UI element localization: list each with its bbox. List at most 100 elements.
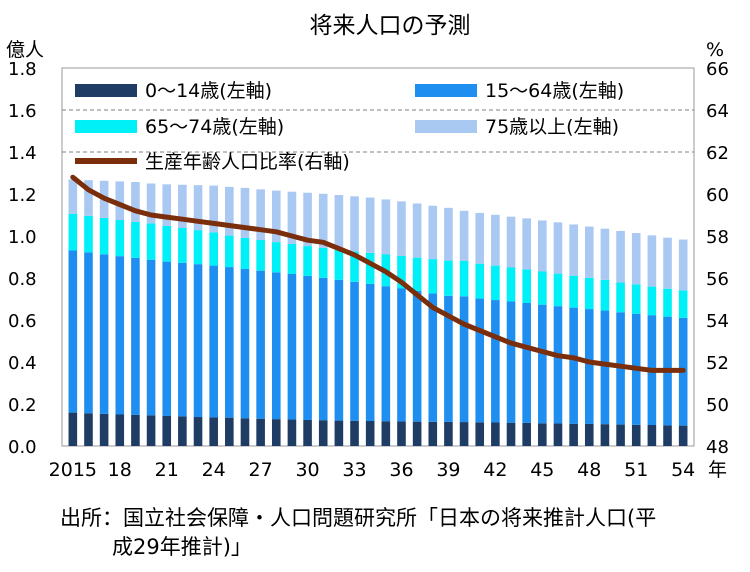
bar-segment-s0-2022: [178, 416, 187, 446]
legend-label: 0～14歳(左軸): [145, 80, 272, 102]
bar-segment-s2-2028: [271, 242, 281, 273]
bar-segment-s1-2036: [397, 288, 406, 422]
bar-segment-s3-2018: [115, 181, 125, 221]
bar-segment-s3-2038: [428, 205, 438, 260]
plot-area: [61, 67, 695, 447]
bar-segment-s3-2046: [553, 222, 563, 274]
x-tick-label: 42: [483, 459, 507, 481]
bar-segment-s0-2017: [99, 413, 109, 446]
bar-segment-s3-2043: [506, 216, 516, 268]
bar-segment-s0-2026: [240, 418, 250, 446]
bar-segment-s0-2053: [663, 425, 672, 446]
bar-segment-s0-2048: [584, 423, 594, 446]
bar-segment-s2-2027: [256, 239, 265, 271]
bar-segment-s1-2044: [522, 302, 531, 423]
bar-segment-s3-2021: [162, 184, 172, 226]
bar-segment-s2-2043: [506, 267, 516, 302]
chart: 将来人口の予測 億人 % 0.0 0.2 0.4 0.6 0.8 1.0 1.2 1.4 1.6…: [6, 13, 729, 481]
bar-segment-s1-2033: [350, 281, 359, 421]
bar-segment-s3-2025: [225, 186, 234, 236]
right-tick-label: 62: [706, 143, 729, 164]
bar-segment-s0-2049: [600, 424, 610, 446]
bar-segment-s0-2036: [397, 421, 406, 446]
right-tick-label: 60: [706, 185, 729, 206]
bar-segment-s3-2030: [303, 192, 312, 247]
bar-segment-s1-2037: [412, 291, 422, 422]
bar-segment-s3-2041: [475, 212, 485, 264]
bar-segment-s2-2054: [678, 290, 688, 318]
bar-segment-s3-2034: [365, 197, 375, 253]
bar-segment-s0-2015: [68, 412, 78, 446]
bar-segment-s2-2040: [459, 260, 469, 297]
source-line-1: 出所：国立社会保障・人口問題研究所「日本の将来推計人口(平: [60, 506, 657, 530]
bar-segment-s0-2052: [647, 425, 657, 446]
bar-segment-s2-2018: [115, 220, 125, 257]
legend-swatch: [75, 120, 137, 133]
bar-segment-s0-2050: [616, 424, 625, 446]
bar-segment-s2-2051: [631, 284, 641, 314]
bar-segment-s1-2022: [178, 262, 187, 417]
bar-segment-s3-2036: [397, 201, 406, 256]
bar-segment-s0-2043: [506, 422, 516, 446]
bar-segment-s2-2020: [146, 223, 156, 260]
bar-segment-s0-2023: [193, 417, 203, 446]
bar-segment-s2-2024: [209, 232, 218, 266]
bar-segment-s2-2032: [334, 249, 344, 280]
bar-segment-s3-2049: [600, 228, 610, 280]
bar-segment-s1-2041: [475, 298, 485, 423]
bar-segment-s0-2031: [318, 420, 328, 446]
bar-segment-s0-2032: [334, 420, 344, 446]
right-axis-unit: %: [706, 39, 724, 61]
legend: 0～14歳(左軸) 15～64歳(左軸) 65～74歳(左軸) 75歳以上(左軸) 生産…: [75, 80, 624, 173]
left-tick-label: 0.6: [8, 311, 37, 332]
bar-segment-s0-2047: [569, 423, 578, 446]
bar-segment-s2-2022: [178, 228, 187, 263]
bar-segment-s1-2020: [146, 259, 156, 416]
bar-segment-s2-2044: [522, 269, 531, 303]
bar-segment-s0-2046: [553, 423, 563, 446]
source-note: 出所：国立社会保障・人口問題研究所「日本の将来推計人口(平 成29年推計)」: [60, 504, 700, 562]
bar-segment-s3-2040: [459, 210, 469, 261]
bar-segment-s2-2030: [303, 246, 312, 276]
bar-segment-s3-2051: [631, 233, 641, 285]
bar-segment-s0-2054: [678, 425, 688, 446]
bar-segment-s2-2038: [428, 259, 438, 294]
left-tick-label: 1.2: [8, 185, 37, 206]
left-tick-label: 1.6: [8, 101, 37, 122]
bar-segment-s1-2035: [381, 286, 391, 422]
bars: [68, 179, 688, 446]
x-tick-label: 21: [155, 459, 179, 481]
bar-segment-s1-2021: [162, 261, 172, 416]
chart-title: 将来人口の予測: [310, 13, 471, 39]
legend-swatch: [415, 120, 477, 133]
bar-segment-s1-2019: [131, 257, 140, 415]
bar-segment-s3-2022: [178, 184, 187, 229]
x-tick-label: 2015: [49, 459, 97, 481]
x-tick-label: 33: [342, 459, 366, 481]
x-axis: 2015 18 21 24 27 30 33 36 39 42 45 48 51 54: [49, 459, 696, 481]
bar-segment-s3-2054: [678, 239, 688, 291]
bar-segment-s2-2046: [553, 273, 563, 307]
x-tick-label: 48: [577, 459, 601, 481]
bar-segment-s0-2018: [115, 414, 125, 446]
bar-segment-s1-2024: [209, 265, 218, 418]
bar-segment-s1-2039: [444, 295, 453, 422]
bar-segment-s1-2031: [318, 277, 328, 421]
left-tick-label: 1.8: [8, 59, 37, 80]
x-tick-label: 18: [108, 459, 132, 481]
bar-segment-s1-2048: [584, 309, 594, 424]
bar-segment-s0-2016: [84, 413, 93, 446]
x-tick-label: 36: [389, 459, 413, 481]
legend-swatch: [415, 84, 477, 97]
x-tick-label: 24: [202, 459, 226, 481]
bar-segment-s2-2023: [193, 230, 203, 265]
bar-segment-s2-2045: [538, 271, 547, 305]
legend-swatch: [75, 84, 137, 97]
bar-segment-s2-2049: [600, 279, 610, 311]
left-tick-label: 0.8: [8, 269, 37, 290]
bar-segment-s3-2015: [68, 179, 78, 214]
bar-segment-s3-2026: [240, 187, 250, 238]
bar-segment-s1-2017: [99, 254, 109, 414]
bar-segment-s1-2015: [68, 250, 78, 413]
bar-segment-s1-2023: [193, 264, 203, 418]
